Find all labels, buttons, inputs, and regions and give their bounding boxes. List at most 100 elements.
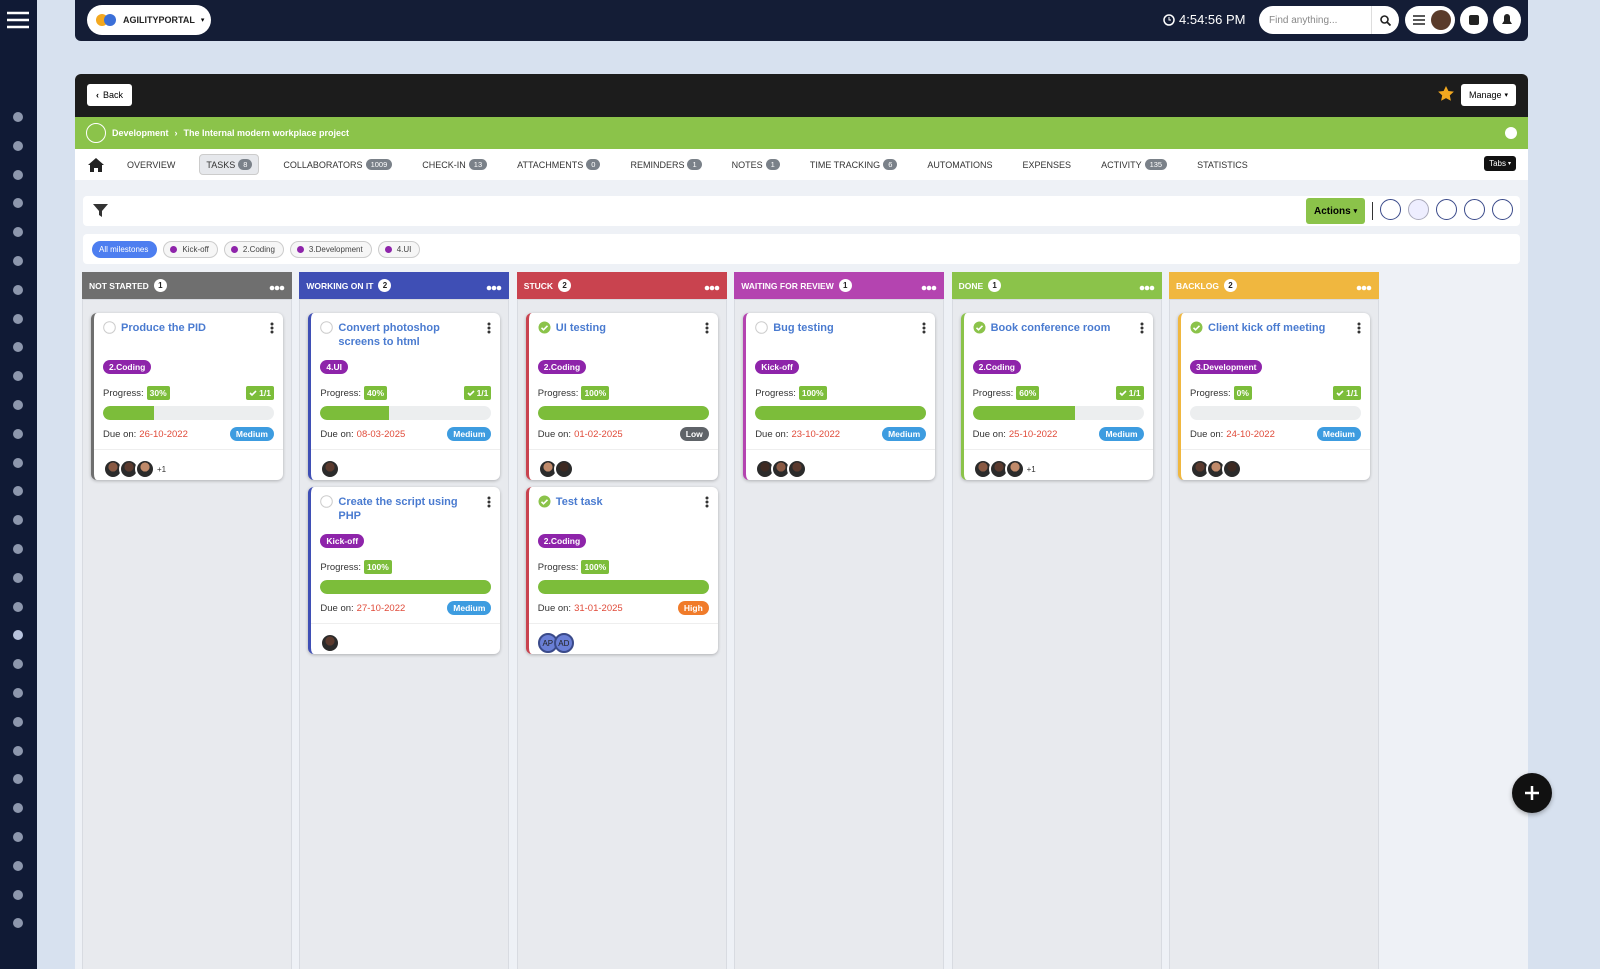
card-title[interactable]: Create the script using PHP	[338, 496, 458, 522]
avatar[interactable]	[135, 459, 155, 479]
notifications-button[interactable]	[1493, 6, 1521, 34]
calendar-button[interactable]	[1460, 6, 1488, 34]
column-menu	[269, 283, 285, 290]
view-calendar[interactable]	[1464, 199, 1485, 220]
sidebar-icon[interactable]	[13, 716, 23, 727]
tab[interactable]: REMINDERS 1	[624, 155, 707, 174]
card-title[interactable]: Test task	[555, 496, 603, 508]
task-card[interactable]: Book conference room 2.Coding Progress: 60%…	[960, 313, 1153, 480]
progress-text: Progress:	[972, 387, 1014, 399]
add-button[interactable]	[1512, 773, 1552, 813]
progress-track	[755, 406, 927, 420]
milestone-filter[interactable]: Kick-off	[163, 240, 218, 258]
filter-icon[interactable]	[93, 204, 109, 218]
milestone-filter[interactable]: All milestones	[92, 240, 158, 258]
task-card[interactable]: Convert photoshop screens to html 4.UI Pro…	[308, 313, 501, 480]
menu-icon[interactable]	[6, 10, 30, 30]
tab[interactable]: CHECK-IN 13	[416, 155, 493, 174]
sidebar-icon[interactable]	[13, 918, 23, 929]
sidebar-icon[interactable]	[13, 112, 23, 122]
view-list[interactable]	[1380, 199, 1401, 220]
priority: Low	[679, 427, 709, 441]
tag: 3.Development	[1190, 360, 1263, 374]
tab[interactable]: ATTACHMENTS 0	[511, 155, 606, 174]
tab[interactable]: STATISTICS	[1191, 156, 1254, 174]
sidebar-icon[interactable]	[13, 284, 23, 295]
sidebar-icon[interactable]	[13, 889, 23, 900]
avatar[interactable]	[1222, 459, 1242, 479]
manage-button[interactable]: Manage ▾	[1461, 84, 1517, 106]
sidebar-icon[interactable]	[13, 227, 23, 238]
milestone-filter[interactable]: 2.Coding	[223, 240, 284, 258]
card-title[interactable]: UI testing	[555, 322, 606, 334]
avatar[interactable]	[320, 633, 341, 653]
home-icon[interactable]	[87, 157, 105, 173]
due-row: Due on: 25-10-2022 Medium	[973, 427, 1144, 441]
sidebar-icon[interactable]	[13, 457, 23, 468]
task-card[interactable]: Produce the PID 2.Coding Progress: 30% 1/1 Du…	[91, 313, 283, 480]
sidebar-icon[interactable]	[13, 745, 23, 756]
tab[interactable]: ACTIVITY 135	[1095, 155, 1173, 174]
sidebar-icon[interactable]	[13, 400, 23, 410]
tab[interactable]: AUTOMATIONS	[921, 156, 998, 174]
tab[interactable]: TIME TRACKING 6	[804, 155, 904, 174]
view-board[interactable]	[1408, 199, 1429, 220]
sidebar-icon[interactable]	[13, 630, 23, 641]
sidebar-icon[interactable]	[13, 486, 23, 497]
sidebar-icon[interactable]	[13, 169, 23, 180]
search[interactable]: Find anything...	[1259, 6, 1399, 34]
tag: Kick-off	[320, 534, 365, 548]
sidebar-icon[interactable]	[13, 140, 23, 151]
tab[interactable]: EXPENSES	[1017, 156, 1078, 174]
sidebar-icon[interactable]	[13, 774, 23, 785]
avatar[interactable]	[553, 459, 574, 479]
avatar[interactable]	[320, 459, 341, 479]
breadcrumb-item[interactable]: Development	[112, 128, 169, 138]
task-card[interactable]: Client kick off meeting 3.Development Prog…	[1178, 313, 1370, 480]
sidebar-icon[interactable]	[13, 803, 23, 814]
tabs-menu[interactable]: Tabs ▾	[1484, 156, 1516, 171]
sidebar-icon[interactable]	[13, 601, 23, 612]
task-card[interactable]: Test task 2.Coding Progress: 100% Due on: 31-…	[525, 487, 718, 654]
task-card[interactable]: UI testing 2.Coding Progress: 100% Due on: 01…	[525, 313, 718, 480]
sidebar-icon[interactable]	[13, 832, 23, 842]
column-count: 1	[988, 279, 1002, 292]
tab[interactable]: TASKS 8	[199, 154, 260, 175]
avatar[interactable]	[787, 459, 808, 479]
sidebar-icon[interactable]	[13, 256, 23, 266]
tab[interactable]: OVERVIEW	[121, 156, 181, 174]
task-card[interactable]: Bug testing Kick-off Progress: 100% Due on: 2…	[743, 313, 936, 480]
view-gantt[interactable]	[1436, 199, 1457, 220]
sidebar-icon[interactable]	[13, 515, 23, 526]
actions-button[interactable]: Actions ▾	[1306, 198, 1366, 224]
back-button[interactable]: ‹ Back	[87, 84, 133, 106]
milestone-filter[interactable]: 4.UI	[377, 240, 421, 258]
card-title[interactable]: Produce the PID	[121, 322, 206, 334]
favorite-star[interactable]	[1437, 85, 1455, 103]
sidebar-icon[interactable]	[13, 313, 23, 324]
card-title[interactable]: Client kick off meeting	[1208, 322, 1326, 334]
avatar[interactable]	[1004, 459, 1025, 479]
sidebar-icon[interactable]	[13, 342, 23, 353]
sidebar-icon[interactable]	[13, 860, 23, 871]
tab[interactable]: NOTES 1	[726, 155, 786, 174]
brand-switcher[interactable]: AGILITYPORTAL ▾	[87, 5, 211, 35]
view-compact[interactable]	[1492, 199, 1513, 220]
sidebar-icon[interactable]	[13, 572, 23, 583]
user-menu[interactable]	[1405, 6, 1455, 34]
sidebar-icon[interactable]	[13, 659, 23, 670]
tab[interactable]: COLLABORATORS 1009	[277, 155, 398, 174]
milestone-filter[interactable]: 3.Development	[289, 240, 372, 258]
card-menu	[487, 495, 491, 508]
card-title[interactable]: Bug testing	[773, 322, 834, 334]
sidebar-icon[interactable]	[13, 428, 23, 439]
checkbox-checked	[538, 495, 551, 508]
sidebar-icon[interactable]	[13, 371, 23, 382]
card-title[interactable]: Convert photoshop screens to html	[338, 322, 440, 348]
sidebar-icon[interactable]	[13, 544, 23, 554]
task-card[interactable]: Create the script using PHP Kick-off Progr…	[308, 487, 501, 654]
sidebar-icon[interactable]	[13, 688, 23, 698]
card-title[interactable]: Book conference room	[990, 322, 1111, 334]
column-header: BACKLOG 2	[1169, 272, 1379, 299]
sidebar-icon[interactable]	[13, 198, 23, 209]
